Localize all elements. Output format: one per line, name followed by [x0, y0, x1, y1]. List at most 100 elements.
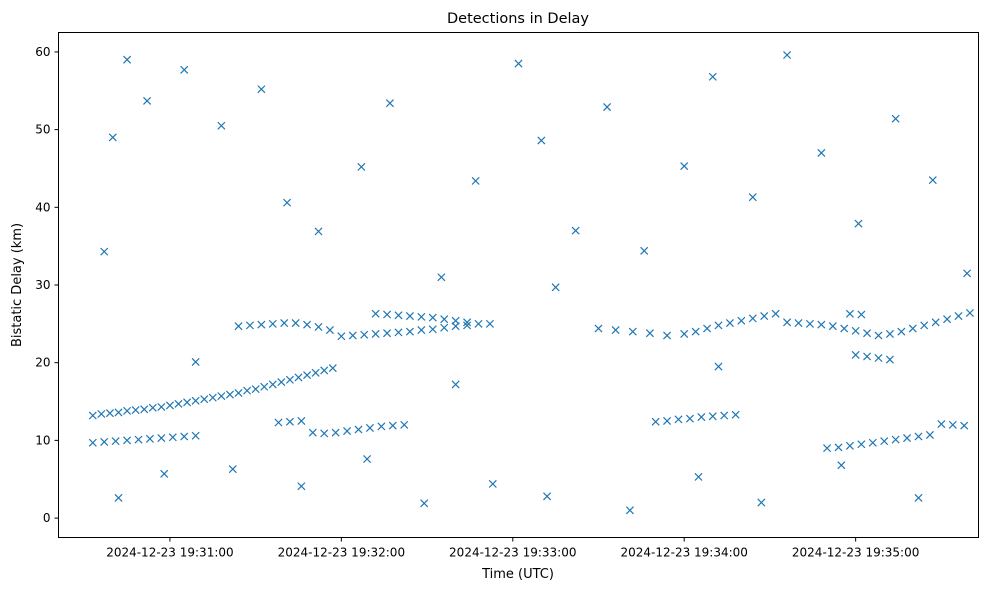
data-point: [817, 320, 826, 329]
data-point: [463, 318, 472, 327]
data-point: [463, 321, 472, 330]
data-point: [111, 437, 120, 446]
data-point: [257, 320, 266, 329]
data-point: [88, 438, 97, 447]
data-point: [365, 423, 374, 432]
data-point: [280, 319, 289, 328]
data-point: [440, 315, 449, 324]
data-point: [485, 319, 494, 328]
data-point: [243, 386, 252, 395]
data-point: [845, 309, 854, 318]
data-point: [840, 324, 849, 333]
data-point: [200, 395, 209, 404]
data-point: [903, 434, 912, 443]
data-point: [851, 350, 860, 359]
data-point: [943, 315, 952, 324]
data-point: [217, 121, 226, 130]
data-point: [651, 417, 660, 426]
data-point: [180, 65, 189, 74]
data-point: [937, 420, 946, 429]
y-tick-label: 60: [35, 45, 50, 59]
data-point: [880, 437, 889, 446]
data-point: [948, 420, 957, 429]
data-point: [908, 324, 917, 333]
data-point: [371, 329, 380, 338]
data-point: [885, 329, 894, 338]
data-point: [228, 465, 237, 474]
y-tick-label: 40: [35, 200, 50, 214]
y-tick-label: 50: [35, 123, 50, 137]
x-axis-label: Time (UTC): [481, 567, 554, 582]
data-point: [180, 432, 189, 441]
data-point: [863, 329, 872, 338]
data-point: [157, 402, 166, 412]
data-point: [720, 411, 729, 420]
data-point: [440, 323, 449, 332]
data-point: [148, 403, 157, 412]
data-point: [143, 96, 152, 105]
data-point: [325, 326, 334, 335]
data-point: [551, 283, 560, 292]
y-tick-label: 0: [43, 511, 51, 525]
data-point: [417, 312, 426, 321]
data-point: [963, 269, 972, 278]
data-point: [394, 311, 403, 320]
data-point: [311, 368, 320, 377]
data-point: [405, 327, 414, 336]
data-point: [625, 506, 634, 515]
data-point: [737, 316, 746, 325]
data-point: [394, 328, 403, 337]
data-point: [268, 319, 277, 328]
data-point: [100, 247, 109, 256]
data-point: [140, 405, 149, 414]
data-point: [260, 382, 269, 391]
x-tick-label: 2024-12-23 19:35:00: [792, 546, 919, 560]
data-point: [708, 412, 717, 421]
data-point: [891, 114, 900, 123]
data-point: [400, 420, 409, 429]
data-point: [354, 425, 363, 434]
data-point: [251, 385, 260, 394]
data-point: [863, 352, 872, 361]
data-point: [645, 329, 654, 338]
data-point: [277, 378, 286, 387]
scatter-markers: [88, 51, 974, 515]
data-point: [360, 330, 369, 339]
data-point: [383, 329, 392, 338]
data-point: [694, 472, 703, 481]
data-point: [714, 362, 723, 371]
data-point: [283, 198, 292, 207]
data-point: [771, 309, 780, 318]
data-point: [857, 310, 866, 319]
data-point: [191, 431, 200, 440]
data-point: [874, 354, 883, 363]
data-point: [817, 148, 826, 157]
data-point: [914, 493, 923, 502]
data-point: [105, 409, 114, 418]
x-tick-label: 2024-12-23 19:34:00: [620, 546, 747, 560]
data-point: [960, 421, 969, 430]
data-point: [663, 416, 672, 425]
data-point: [514, 59, 523, 68]
data-point: [320, 366, 329, 375]
data-point: [405, 312, 414, 321]
data-point: [160, 469, 169, 478]
data-point: [828, 322, 837, 331]
data-point: [897, 327, 906, 336]
data-point: [183, 398, 192, 407]
data-point: [805, 319, 814, 328]
data-point: [383, 310, 392, 319]
data-point: [954, 312, 963, 321]
data-point: [297, 482, 306, 491]
data-point: [708, 72, 717, 81]
data-point: [363, 455, 372, 464]
data-point: [303, 320, 312, 329]
chart-title: Detections in Delay: [447, 11, 589, 27]
data-point: [388, 421, 397, 430]
data-point: [674, 415, 683, 424]
data-point: [691, 327, 700, 336]
plot-area-frame: [58, 32, 979, 538]
data-point: [88, 411, 97, 420]
